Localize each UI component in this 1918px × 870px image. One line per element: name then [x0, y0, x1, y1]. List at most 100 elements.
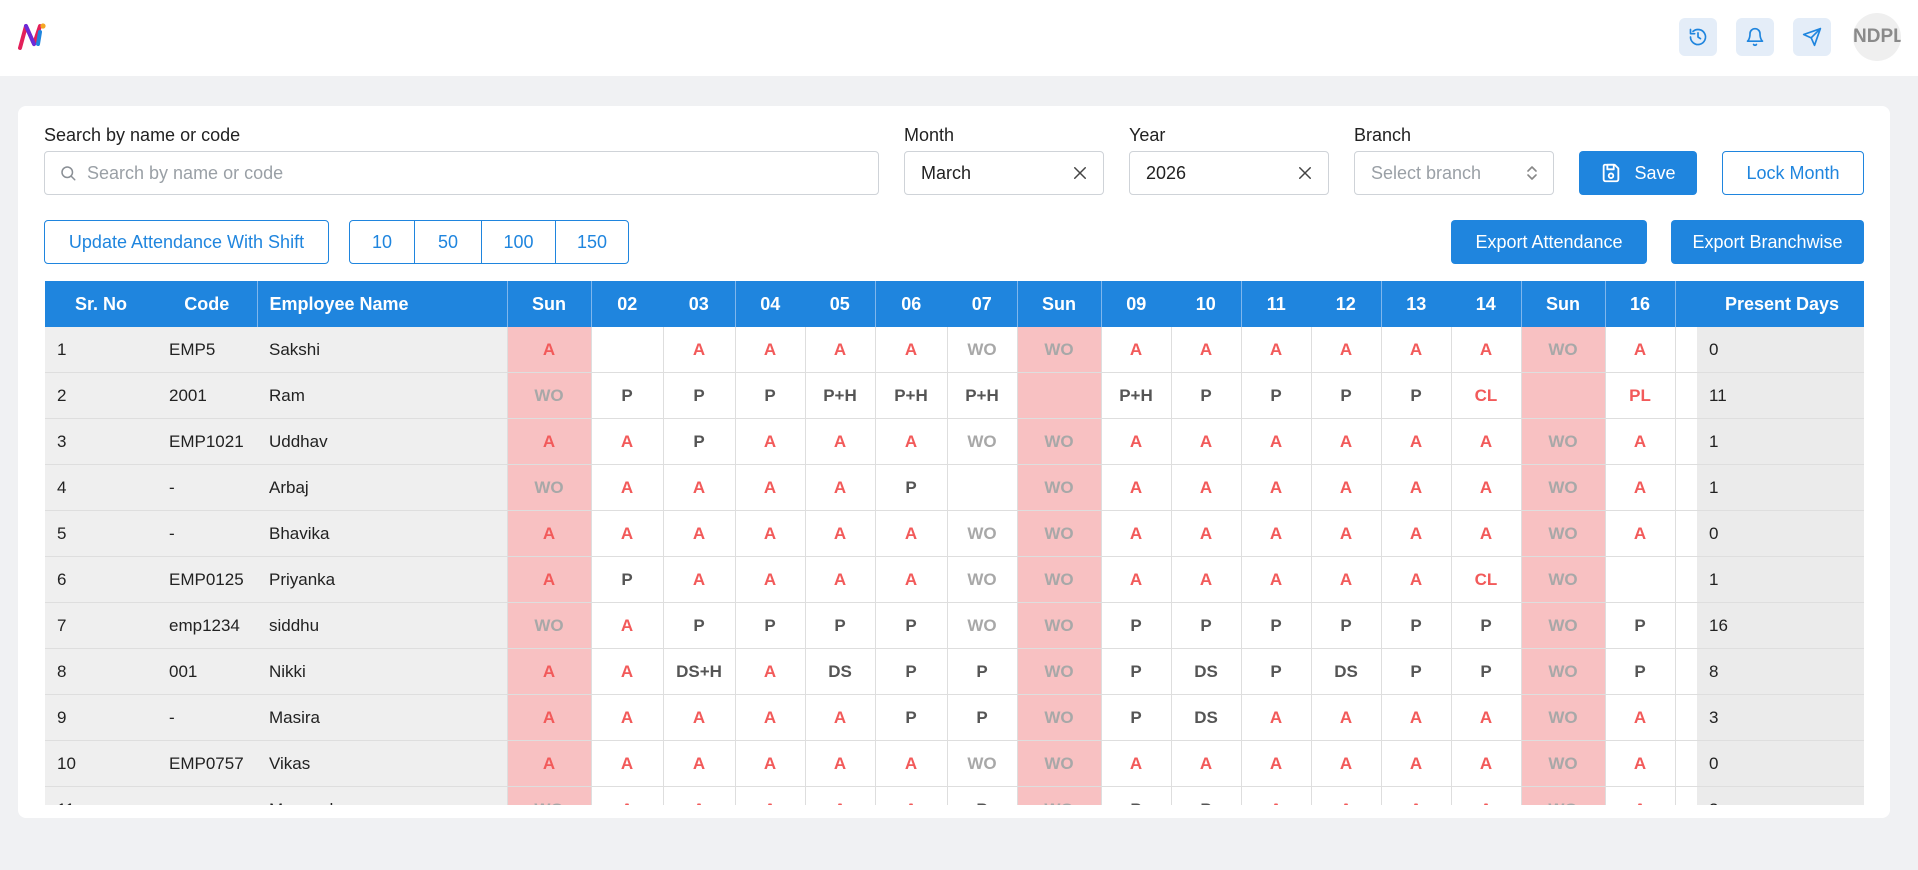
cell-attendance-status[interactable]: P	[734, 602, 805, 649]
cell-attendance-status[interactable]: A	[1100, 510, 1171, 557]
cell-attendance-status[interactable]: A	[1604, 418, 1675, 465]
cell-attendance-status[interactable]: A	[1604, 464, 1675, 511]
cell-attendance-status[interactable]: A	[1240, 786, 1311, 805]
cell-attendance-status[interactable]: WO	[1016, 694, 1101, 741]
cell-attendance-status[interactable]: A	[874, 786, 947, 805]
clear-year-icon[interactable]	[1296, 164, 1314, 182]
cell-attendance-status[interactable]: P	[662, 372, 735, 419]
cell-attendance-status[interactable]: A	[1100, 327, 1171, 373]
cell-attendance-status[interactable]: A	[734, 740, 805, 787]
history-icon[interactable]	[1679, 18, 1717, 56]
page-size-150[interactable]: 150	[576, 231, 608, 252]
cell-attendance-status[interactable]: DS	[1170, 694, 1241, 741]
cell-attendance-status[interactable]: WO	[506, 464, 591, 511]
send-icon[interactable]	[1793, 18, 1831, 56]
table-row[interactable]: 9 - Masira A A A A A P P WO P DS A A A A WO A 3	[45, 694, 1864, 741]
cell-attendance-status[interactable]: A	[1380, 418, 1451, 465]
cell-attendance-status[interactable]: A	[804, 510, 875, 557]
cell-attendance-status[interactable]: WO	[946, 327, 1017, 373]
cell-attendance-status[interactable]: A	[590, 648, 663, 695]
cell-attendance-status[interactable]: A	[1310, 327, 1381, 373]
cell-attendance-status[interactable]	[946, 464, 1017, 511]
cell-attendance-status[interactable]: P	[874, 648, 947, 695]
cell-attendance-status[interactable]: A	[1240, 694, 1311, 741]
cell-attendance-status[interactable]: A	[1310, 510, 1381, 557]
cell-attendance-status[interactable]: P	[1450, 602, 1521, 649]
cell-attendance-status[interactable]: P	[1604, 648, 1675, 695]
branch-select[interactable]: Select branch	[1354, 151, 1554, 195]
cell-attendance-status[interactable]: WO	[1520, 418, 1605, 465]
cell-attendance-status[interactable]: DS+H	[662, 648, 735, 695]
table-row[interactable]: 7 emp1234 siddhu WO A P P P P WO WO P P P P P P WO P 16	[45, 602, 1864, 649]
cell-attendance-status[interactable]: A	[1170, 740, 1241, 787]
cell-attendance-status[interactable]: A	[1240, 464, 1311, 511]
cell-attendance-status[interactable]: A	[1604, 740, 1675, 787]
cell-attendance-status[interactable]: WO	[946, 418, 1017, 465]
cell-attendance-status[interactable]: A	[1310, 418, 1381, 465]
cell-attendance-status[interactable]: P	[874, 602, 947, 649]
cell-attendance-status[interactable]: P	[734, 372, 805, 419]
cell-attendance-status[interactable]: P+H	[1100, 372, 1171, 419]
cell-attendance-status[interactable]: DS	[1310, 648, 1381, 695]
lock-month-button[interactable]: Lock Month	[1722, 151, 1864, 195]
cell-attendance-status[interactable]: WO	[946, 510, 1017, 557]
cell-attendance-status[interactable]: A	[1450, 510, 1521, 557]
cell-attendance-status[interactable]: A	[874, 327, 947, 373]
table-row[interactable]: 2 2001 Ram WO P P P P+H P+H P+H P+H P P P P CL PL 11	[45, 372, 1864, 419]
cell-attendance-status[interactable]: A	[662, 464, 735, 511]
cell-attendance-status[interactable]: A	[1310, 786, 1381, 805]
cell-attendance-status[interactable]: A	[506, 694, 591, 741]
cell-attendance-status[interactable]	[1604, 556, 1675, 603]
cell-attendance-status[interactable]: A	[734, 510, 805, 557]
cell-attendance-status[interactable]: WO	[1520, 602, 1605, 649]
cell-attendance-status[interactable]: P	[874, 694, 947, 741]
cell-attendance-status[interactable]: P	[804, 602, 875, 649]
cell-attendance-status[interactable]: P+H	[874, 372, 947, 419]
cell-attendance-status[interactable]: A	[1310, 556, 1381, 603]
cell-attendance-status[interactable]: A	[1380, 327, 1451, 373]
cell-attendance-status[interactable]: P	[662, 418, 735, 465]
cell-attendance-status[interactable]: P	[946, 786, 1017, 805]
cell-attendance-status[interactable]: WO	[1520, 694, 1605, 741]
cell-attendance-status[interactable]: WO	[1016, 464, 1101, 511]
page-size-100[interactable]: 100	[482, 221, 556, 263]
cell-attendance-status[interactable]: P	[1100, 602, 1171, 649]
cell-attendance-status[interactable]: CL	[1450, 372, 1521, 419]
cell-attendance-status[interactable]: A	[590, 694, 663, 741]
cell-attendance-status[interactable]: A	[506, 327, 591, 373]
cell-attendance-status[interactable]: A	[662, 740, 735, 787]
cell-attendance-status[interactable]: A	[1100, 464, 1171, 511]
cell-attendance-status[interactable]: A	[1240, 510, 1311, 557]
update-attendance-shift-button[interactable]: Update Attendance With Shift	[44, 220, 329, 264]
cell-attendance-status[interactable]: A	[1380, 694, 1451, 741]
save-button[interactable]: Save	[1579, 151, 1697, 195]
table-row[interactable]: 8 001 Nikki A A DS+H A DS P P WO P DS P DS P P WO P 8	[45, 648, 1864, 695]
cell-attendance-status[interactable]	[1016, 372, 1101, 419]
cell-attendance-status[interactable]: A	[1170, 327, 1241, 373]
avatar[interactable]: NDPL	[1853, 13, 1901, 61]
cell-attendance-status[interactable]: A	[506, 556, 591, 603]
cell-attendance-status[interactable]: A	[1170, 510, 1241, 557]
cell-attendance-status[interactable]: A	[1604, 694, 1675, 741]
cell-attendance-status[interactable]: WO	[1016, 602, 1101, 649]
cell-attendance-status[interactable]: A	[734, 327, 805, 373]
cell-attendance-status[interactable]: A	[804, 740, 875, 787]
cell-attendance-status[interactable]: A	[804, 556, 875, 603]
cell-attendance-status[interactable]: P+H	[946, 372, 1017, 419]
table-row[interactable]: 1 EMP5 Sakshi A A A A A WO WO A A A A A A WO A 0	[45, 327, 1864, 373]
bell-icon[interactable]	[1736, 18, 1774, 56]
cell-attendance-status[interactable]: P	[874, 464, 947, 511]
cell-attendance-status[interactable]: WO	[946, 602, 1017, 649]
table-row[interactable]: 4 - Arbaj WO A A A A P WO A A A A A A WO A 1	[45, 464, 1864, 511]
cell-attendance-status[interactable]: A	[1450, 786, 1521, 805]
cell-attendance-status[interactable]: P	[662, 602, 735, 649]
cell-attendance-status[interactable]: A	[1240, 418, 1311, 465]
cell-attendance-status[interactable]	[590, 327, 663, 373]
cell-attendance-status[interactable]: A	[804, 418, 875, 465]
page-size-10[interactable]: 10	[350, 221, 415, 263]
cell-attendance-status[interactable]: A	[734, 418, 805, 465]
clear-month-icon[interactable]	[1071, 164, 1089, 182]
cell-attendance-status[interactable]: A	[1380, 464, 1451, 511]
cell-attendance-status[interactable]: WO	[1520, 556, 1605, 603]
table-row[interactable]: 6 EMP0125 Priyanka A P A A A A WO WO A A A A A CL WO 1	[45, 556, 1864, 603]
